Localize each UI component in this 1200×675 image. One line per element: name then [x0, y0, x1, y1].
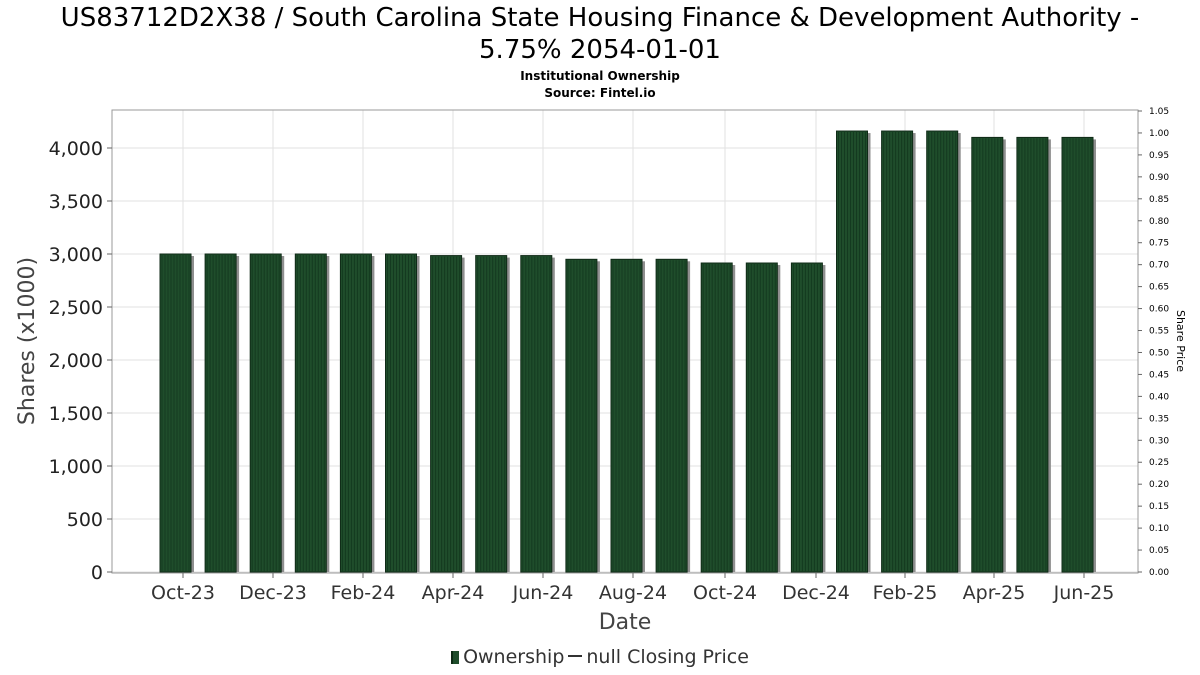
bar-ownership — [565, 258, 600, 573]
bar-ownership — [249, 253, 285, 573]
plot-area — [111, 109, 1139, 574]
y-tick-label: 4,000 — [49, 138, 103, 160]
y2-tick-label: 0.65 — [1149, 283, 1169, 293]
x-axis-label: Date — [599, 610, 652, 635]
x-tick-label: Jun-25 — [1053, 582, 1115, 604]
bar-ownership — [790, 262, 826, 573]
y2-tick-label: 0.20 — [1149, 480, 1169, 490]
bar-ownership — [926, 130, 961, 573]
y2-tick-label: 0.05 — [1149, 546, 1169, 556]
bar-ownership — [430, 255, 465, 573]
y2-tick-label: 0.15 — [1149, 502, 1169, 512]
y2-tick-label: 0.40 — [1149, 392, 1169, 402]
y2-tick-label: 0.30 — [1149, 436, 1169, 446]
bar-series-ownership — [159, 130, 1096, 573]
y2-tick-label: 0.75 — [1149, 239, 1169, 249]
y2-tick-label: 0.90 — [1149, 173, 1169, 183]
y2-tick-label: 0.80 — [1149, 217, 1169, 227]
x-tick-label: Feb-25 — [873, 582, 938, 604]
y2-tick-label: 0.95 — [1149, 151, 1169, 161]
bar-ownership — [971, 136, 1006, 573]
x-tick-label: Dec-24 — [782, 582, 850, 604]
y2-tick-label: 0.85 — [1149, 195, 1169, 205]
chart-title-line2: 5.75% 2054-01-01 — [479, 35, 721, 65]
x-tick-label: Aug-24 — [599, 582, 667, 604]
y2-tick-label: 0.55 — [1149, 327, 1169, 337]
x-tick-label: Jun-24 — [512, 582, 574, 604]
closing-price-legend-swatch — [568, 655, 583, 657]
left-y-axis-ticks: 0 500 1,000 1,500 2,000 2,500 3,000 3,500 4,000 — [49, 138, 112, 584]
y2-tick-label: 1.05 — [1149, 107, 1169, 117]
y2-tick-label: 1.00 — [1149, 129, 1169, 139]
chart-title-line1: US83712D2X38 / South Carolina State Hous… — [60, 3, 1140, 33]
bar-ownership — [385, 253, 420, 573]
x-tick-label: Dec-23 — [239, 582, 307, 604]
y-tick-label: 0 — [91, 562, 103, 584]
bar-ownership — [520, 255, 555, 573]
bar-ownership — [1061, 136, 1096, 573]
y2-tick-label: 0.00 — [1149, 568, 1169, 578]
bar-ownership — [610, 258, 645, 573]
x-axis-ticks: Oct-23 Dec-23 Feb-24 Apr-24 Jun-24 Aug-24 Oct-… — [151, 573, 1114, 604]
bar-ownership — [339, 253, 375, 573]
y-tick-label: 2,000 — [49, 350, 103, 372]
y-axis-label: Shares (x1000) — [15, 257, 40, 425]
x-tick-label: Oct-23 — [151, 582, 215, 604]
bar-ownership — [159, 253, 194, 573]
y2-tick-label: 0.35 — [1149, 414, 1169, 424]
legend-closing-price-label: null Closing Price — [586, 646, 749, 668]
legend-ownership-label: Ownership — [463, 646, 565, 668]
x-tick-label: Oct-24 — [693, 582, 757, 604]
bar-ownership — [745, 262, 781, 573]
y2-tick-label: 0.10 — [1149, 524, 1169, 534]
y2-tick-label: 0.60 — [1149, 305, 1169, 315]
ownership-legend-swatch — [451, 651, 460, 664]
y2-tick-label: 0.45 — [1149, 370, 1169, 380]
chart-subtitle: Institutional Ownership — [520, 69, 680, 83]
bar-ownership — [475, 255, 510, 573]
y-tick-label: 1,500 — [49, 403, 103, 425]
bar-ownership — [881, 130, 916, 573]
bar-ownership — [294, 253, 330, 573]
y-tick-label: 500 — [67, 509, 103, 531]
y2-axis-label: Share Price — [1174, 310, 1187, 372]
chart-legend: Ownership null Closing Price — [0, 646, 1200, 668]
y2-tick-label: 0.25 — [1149, 458, 1169, 468]
bar-ownership — [204, 253, 240, 573]
y2-tick-label: 0.50 — [1149, 348, 1169, 358]
bar-ownership — [655, 258, 691, 573]
x-tick-label: Apr-24 — [422, 582, 485, 604]
bar-ownership — [1016, 136, 1051, 573]
y-tick-label: 2,500 — [49, 297, 103, 319]
y-tick-label: 1,000 — [49, 456, 103, 478]
chart-source: Source: Fintel.io — [544, 86, 656, 100]
y-tick-label: 3,500 — [49, 191, 103, 213]
bar-ownership — [700, 262, 736, 573]
x-tick-label: Apr-25 — [963, 582, 1026, 604]
y2-tick-label: 0.70 — [1149, 261, 1169, 271]
bar-ownership — [836, 130, 871, 573]
x-tick-label: Feb-24 — [331, 582, 396, 604]
right-y-axis-ticks: 0.00 0.05 0.10 0.15 0.20 0.25 0.30 0.35 0.40 0.45… — [1138, 107, 1169, 578]
y-tick-label: 3,000 — [49, 244, 103, 266]
